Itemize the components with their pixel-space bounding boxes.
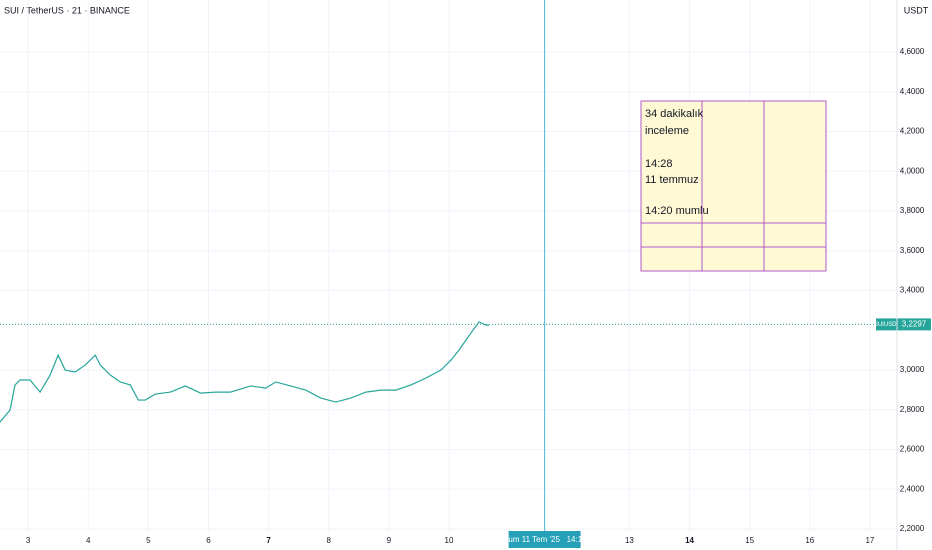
x-tick-label: 17 — [865, 536, 874, 545]
note-text: 14:28 — [645, 158, 673, 170]
axis-unit: USDT — [904, 5, 929, 15]
y-tick-label: 4,0000 — [900, 166, 925, 175]
x-tick-label: 9 — [387, 536, 392, 545]
x-tick-label: 5 — [146, 536, 151, 545]
chart-title: SUI / TetherUS · 21 · BINANCE — [4, 5, 130, 15]
y-tick-label: 3,0000 — [900, 365, 925, 374]
note-table — [640, 100, 827, 272]
crosshair-tag — [508, 531, 581, 548]
price-tag — [898, 318, 931, 331]
x-tick-label: 8 — [327, 536, 332, 545]
x-tick-label: 6 — [206, 536, 211, 545]
y-tick-label: 2,6000 — [900, 445, 925, 454]
price-line — [0, 321, 490, 423]
x-tick-label: 10 — [445, 536, 454, 545]
note-text: 34 dakikalık — [645, 108, 704, 120]
y-tick-label: 2,8000 — [900, 405, 925, 414]
y-tick-label: 3,4000 — [900, 286, 925, 295]
x-tick-label: 4 — [86, 536, 91, 545]
crosshair-label: Cum 11 Tem '25 14:12 — [503, 535, 587, 544]
x-tick-label: 3 — [26, 536, 31, 545]
y-tick-label: 4,4000 — [900, 87, 925, 96]
x-tick-label: 15 — [745, 536, 754, 545]
note-text: inceleme — [645, 125, 689, 137]
y-tick-label: 3,6000 — [900, 246, 925, 255]
y-tick-label: 4,2000 — [900, 127, 925, 136]
x-tick-label: 13 — [625, 536, 634, 545]
x-tick-label: 16 — [805, 536, 814, 545]
y-tick-label: 2,2000 — [900, 524, 925, 533]
y-tick-label: 4,6000 — [900, 47, 925, 56]
price-label: 3,2297 — [902, 319, 927, 328]
y-tick-label: 3,8000 — [900, 206, 925, 215]
note-box: 34 dakikalık inceleme 14:28 11 temmuz 14… — [640, 100, 827, 272]
symbol-tag — [876, 318, 898, 331]
symbol-label: SUIUSDT — [874, 322, 901, 328]
y-tick-label: 2,4000 — [900, 484, 925, 493]
x-tick-label: 14 — [685, 536, 694, 545]
note-text: 11 temmuz — [645, 174, 699, 186]
x-tick-label: 7 — [266, 536, 271, 545]
note-text: 14:20 mumlu — [645, 205, 709, 217]
